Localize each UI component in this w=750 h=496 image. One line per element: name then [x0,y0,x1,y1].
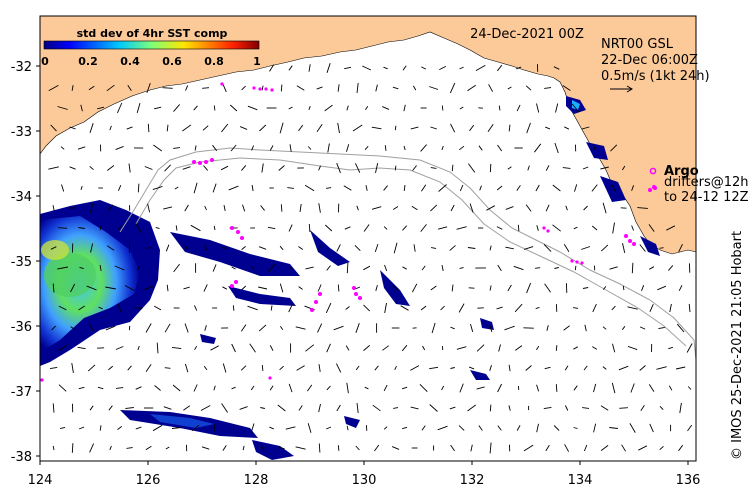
colorbar: std dev of 4hr SST comp 0 0.2 0.4 0.6 0.8 1 [41,27,261,68]
lon-tick-label: 128 [244,473,269,488]
drifter-legend-line1: drifters@12h [664,175,749,190]
drifter-tracks [40,82,656,382]
drifter-legend-symbol [653,186,657,190]
colorbar-gradient [43,40,260,50]
date-title: 24-Dec-2021 00Z [470,27,584,42]
lon-tick-label: 130 [352,473,377,488]
lat-tick-label: -36 [11,320,32,335]
plot-frame [39,15,697,462]
lat-tick-label: -37 [11,385,32,400]
scale-arrow [610,85,633,93]
colorbar-tick-label: 0.6 [162,55,182,68]
drifter-legend-line2: to 24-12 12Z [664,190,749,205]
credit-text: © IMOS 25-Dec-2021 21:05 Hobart [730,231,745,460]
lon-tick-label: 134 [568,473,593,488]
lon-tick-label: 136 [676,473,701,488]
current-vectors [48,63,693,454]
lon-tick-label: 132 [460,473,485,488]
colorbar-tick-label: 1 [253,55,261,68]
colorbar-title: std dev of 4hr SST comp [77,27,228,40]
colorbar-tick-label: 0.2 [78,55,98,68]
lon-tick-label: 124 [28,473,53,488]
argo-legend-symbol [649,167,657,175]
lat-tick-label: -35 [11,255,32,270]
latitude-axis: -32 -33 -34 -35 -36 -37 -38 [11,60,40,465]
lat-tick-label: -32 [11,60,32,75]
product-label: NRT00 GSL [601,37,674,52]
colorbar-tick-label: 0 [41,55,49,68]
lat-tick-label: -34 [11,190,32,205]
scale-label: 0.5m/s (1kt 24h) [601,69,710,84]
valid-time-label: 22-Dec 06:00Z [601,53,698,68]
argo-legend-label: Argo [664,164,699,179]
lat-tick-label: -33 [11,125,32,140]
sst-std-dev-patches [40,96,660,460]
colorbar-tick-label: 0.4 [120,55,140,68]
lon-tick-label: 126 [136,473,161,488]
longitude-axis: 124 126 128 130 132 134 136 [28,461,701,488]
shelf-contour [119,147,696,361]
lat-tick-label: -38 [11,450,32,465]
colorbar-tick-label: 0.8 [204,55,224,68]
land-australia [40,16,696,255]
